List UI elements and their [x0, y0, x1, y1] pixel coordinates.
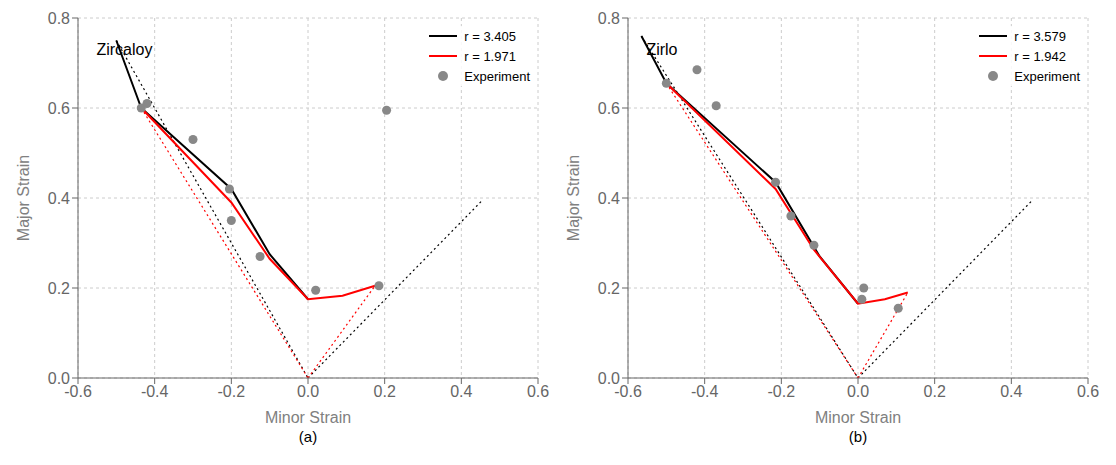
svg-text:0.4: 0.4	[450, 383, 472, 400]
svg-text:Major Strain: Major Strain	[15, 155, 32, 241]
svg-text:0.6: 0.6	[527, 383, 549, 400]
svg-text:0.2: 0.2	[48, 280, 70, 297]
svg-text:0.6: 0.6	[48, 100, 70, 117]
svg-text:-0.4: -0.4	[691, 383, 719, 400]
svg-text:0.0: 0.0	[48, 370, 70, 387]
svg-text:0.0: 0.0	[297, 383, 319, 400]
svg-text:-0.6: -0.6	[64, 383, 92, 401]
html-text:r = 1.971: r = 1.971	[464, 48, 516, 64]
html-text:Zircaloy: Zircaloy	[96, 41, 153, 59]
svg-text:-0.4: -0.4	[141, 383, 169, 400]
svg-text:0.4: 0.4	[598, 190, 620, 207]
html-text:r = 3.579: r = 3.579	[1014, 28, 1066, 44]
svg-text:0.8: 0.8	[598, 10, 620, 27]
svg-text:0.2: 0.2	[374, 383, 396, 400]
svg-text:0.0: 0.0	[598, 370, 620, 387]
svg-text:-0.2: -0.2	[768, 383, 796, 400]
svg-text:0.4: 0.4	[1000, 383, 1022, 400]
svg-text:Minor Strain: Minor Strain	[815, 409, 901, 426]
svg-text:-0.2: -0.2	[218, 383, 246, 400]
html-text:r = 3.405: r = 3.405	[464, 28, 516, 44]
svg-text:-0.6: -0.6	[614, 383, 642, 401]
html-text:(a): (a)	[298, 428, 318, 445]
svg-text:0.0: 0.0	[847, 383, 869, 400]
svg-text:0.6: 0.6	[598, 100, 620, 117]
html-text:Experiment: Experiment	[1014, 68, 1080, 84]
svg-text:0.8: 0.8	[48, 10, 70, 27]
svg-text:0.6: 0.6	[1077, 383, 1099, 400]
svg-text:Major Strain: Major Strain	[565, 155, 582, 241]
html-text:Experiment: Experiment	[464, 68, 530, 84]
svg-text:0.4: 0.4	[48, 190, 70, 207]
svg-text:0.2: 0.2	[598, 280, 620, 297]
svg-text:0.2: 0.2	[924, 383, 946, 400]
html-text:Zirlo: Zirlo	[646, 41, 678, 59]
html-text:r = 1.942: r = 1.942	[1014, 48, 1066, 64]
svg-text:Minor Strain: Minor Strain	[265, 409, 351, 426]
html-text:(b): (b)	[848, 428, 868, 445]
